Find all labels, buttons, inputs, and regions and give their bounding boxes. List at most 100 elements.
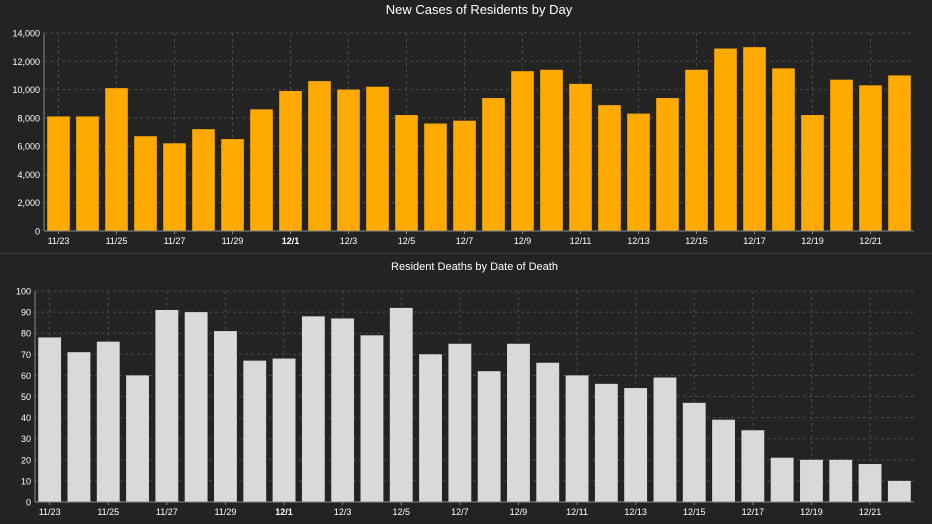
x-tick-label: 12/5 (398, 236, 416, 246)
bar-12-9[interactable] (507, 343, 530, 502)
y-tick-label: 70 (21, 350, 31, 360)
bar-12-7[interactable] (448, 343, 472, 502)
bar-12-14[interactable] (656, 98, 679, 231)
bar-11-29[interactable] (214, 331, 237, 502)
bar-12-11[interactable] (569, 83, 592, 232)
x-tick-label: 11/27 (164, 236, 186, 246)
bar-11-25[interactable] (96, 341, 120, 502)
bar-12-1[interactable] (279, 90, 302, 231)
bar-12-10[interactable] (540, 69, 563, 232)
bar-11-30[interactable] (243, 360, 267, 502)
bar-12-4[interactable] (360, 335, 384, 502)
bar-12-19[interactable] (800, 459, 823, 502)
bar-12-19[interactable] (801, 115, 824, 231)
bar-12-1[interactable] (272, 358, 296, 502)
panel-divider (0, 253, 932, 254)
bar-11-23[interactable] (47, 116, 70, 231)
bar-12-5[interactable] (395, 115, 418, 231)
x-tick-label: 11/29 (222, 236, 244, 246)
x-tick-label: 11/23 (39, 507, 61, 517)
bar-11-23[interactable] (38, 337, 62, 502)
y-tick-label: 20 (21, 455, 31, 465)
bar-12-2[interactable] (308, 81, 331, 231)
x-tick-label: 12/13 (627, 236, 650, 246)
y-tick-label: 12,000 (12, 57, 40, 67)
x-tick-label: 11/23 (48, 236, 70, 246)
bar-12-21[interactable] (859, 85, 882, 231)
bar-12-18[interactable] (770, 457, 794, 502)
bar-12-2[interactable] (301, 316, 325, 502)
bar-12-6[interactable] (424, 123, 447, 231)
bar-11-28[interactable] (192, 129, 215, 231)
bar-11-28[interactable] (184, 312, 208, 502)
x-tick-label: 11/25 (106, 236, 128, 246)
bar-12-12[interactable] (598, 105, 621, 231)
cases-chart: New Cases of Residents by Day 0 2,000 4,000… (12, 2, 914, 246)
x-tick-label: 12/7 (451, 507, 469, 517)
x-tick-label: 12/7 (456, 236, 474, 246)
y-tick-label: 8,000 (17, 113, 40, 123)
bar-12-22[interactable] (888, 75, 911, 231)
bar-12-17[interactable] (743, 47, 766, 232)
bar-12-5[interactable] (389, 307, 413, 502)
chart-title: New Cases of Residents by Day (386, 2, 573, 17)
bar-12-22[interactable] (887, 480, 911, 502)
x-tick-label: 12/21 (859, 236, 882, 246)
x-tick-label: 12/15 (685, 236, 708, 246)
bar-12-3[interactable] (331, 318, 355, 502)
x-tick-label: 12/1 (275, 507, 293, 517)
bar-11-24[interactable] (76, 116, 99, 231)
bar-12-7[interactable] (453, 120, 476, 231)
bar-11-27[interactable] (155, 309, 179, 502)
bar-11-25[interactable] (105, 88, 128, 232)
bar-11-29[interactable] (221, 139, 244, 231)
y-tick-label: 80 (21, 329, 31, 339)
x-tick-label: 11/29 (215, 507, 237, 517)
bar-12-13[interactable] (624, 388, 648, 502)
y-tick-label: 14,000 (12, 29, 40, 39)
x-tick-label: 12/11 (570, 236, 592, 246)
y-tick-label: 4,000 (17, 170, 40, 180)
bar-12-8[interactable] (482, 98, 505, 231)
deaths-chart: Resident Deaths by Date of Death 0 10 20 30 4… (16, 261, 914, 517)
x-tick-label: 12/9 (514, 236, 532, 246)
x-tick-label: 12/13 (624, 507, 647, 517)
x-tick-label: 12/15 (683, 507, 706, 517)
bar-12-20[interactable] (829, 459, 853, 502)
bar-12-8[interactable] (477, 371, 501, 502)
bar-12-15[interactable] (682, 402, 706, 502)
bar-11-24[interactable] (67, 352, 91, 502)
y-tick-label: 40 (21, 413, 31, 423)
y-tick-label: 0 (26, 498, 31, 508)
bar-11-30[interactable] (250, 109, 273, 231)
bar-12-6[interactable] (419, 354, 442, 502)
y-tick-label: 100 (16, 287, 31, 297)
bar-12-16[interactable] (714, 48, 737, 231)
bar-12-14[interactable] (653, 377, 677, 502)
y-tick-label: 2,000 (17, 198, 40, 208)
y-tick-label: 0 (35, 227, 40, 237)
bar-12-10[interactable] (536, 362, 560, 502)
bar-12-4[interactable] (366, 86, 389, 231)
x-tick-label: 12/3 (334, 507, 352, 517)
x-tick-label: 11/25 (97, 507, 119, 517)
bar-12-17[interactable] (741, 430, 765, 502)
bar-12-18[interactable] (772, 68, 795, 231)
x-tick-label: 12/17 (742, 507, 765, 517)
y-tick-label: 90 (21, 308, 31, 318)
y-tick-label: 6,000 (17, 142, 40, 152)
bar-12-13[interactable] (627, 113, 650, 231)
bar-12-15[interactable] (685, 69, 708, 232)
bar-12-3[interactable] (337, 89, 360, 231)
bar-12-9[interactable] (511, 71, 534, 231)
bar-11-27[interactable] (163, 143, 186, 231)
bar-11-26[interactable] (134, 136, 157, 231)
bar-12-12[interactable] (594, 383, 618, 502)
bar-12-20[interactable] (830, 79, 853, 232)
bar-11-26[interactable] (126, 375, 149, 502)
bar-12-21[interactable] (858, 464, 882, 502)
bar-12-16[interactable] (712, 419, 735, 502)
y-tick-label: 50 (21, 392, 31, 402)
bar-12-11[interactable] (565, 375, 589, 502)
